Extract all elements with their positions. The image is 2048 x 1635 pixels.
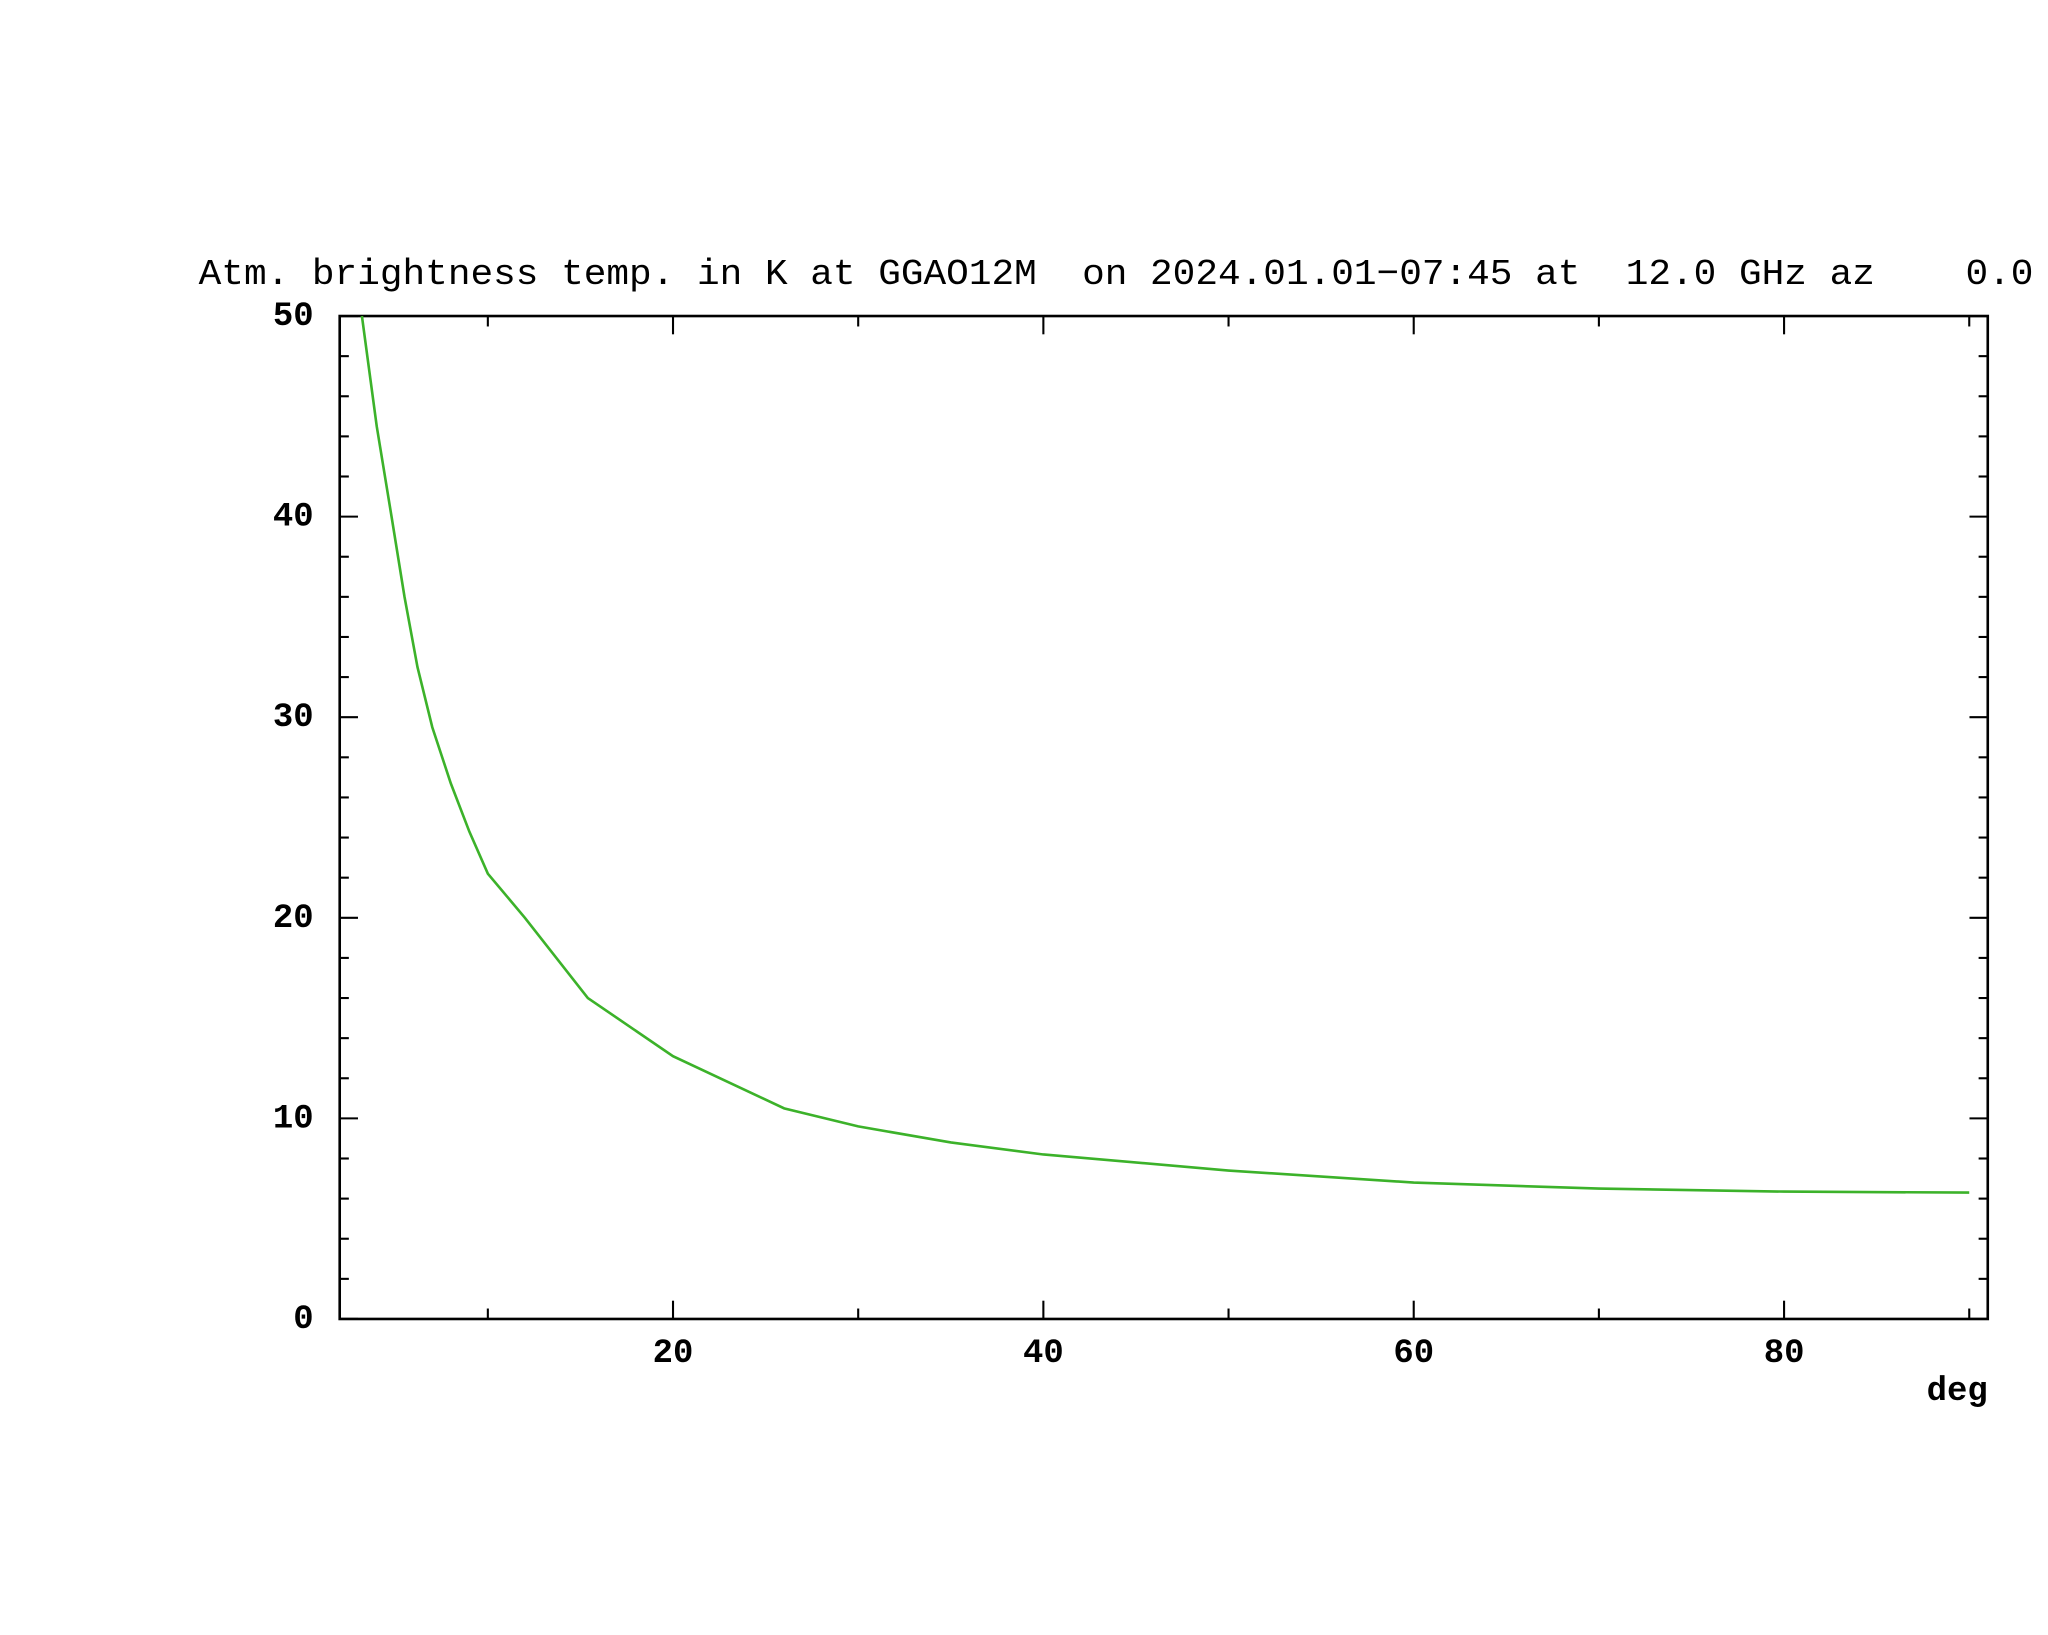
chart-title: Atm. brightness temp. in K at GGAO12M on… xyxy=(199,254,2034,295)
x-tick-label: 80 xyxy=(1764,1335,1805,1373)
x-tick-label: 60 xyxy=(1393,1335,1434,1373)
y-tick-label: 30 xyxy=(273,699,314,737)
y-tick-label: 50 xyxy=(273,298,314,336)
x-axis-label: deg xyxy=(1927,1373,1988,1411)
plot-frame xyxy=(338,314,1990,1321)
x-tick-label: 20 xyxy=(653,1335,694,1373)
y-tick-label: 10 xyxy=(273,1100,314,1138)
y-tick-label: 40 xyxy=(273,499,314,537)
x-tick-label: 40 xyxy=(1023,1335,1064,1373)
y-tick-label: 20 xyxy=(273,900,314,938)
y-tick-label: 0 xyxy=(293,1301,313,1339)
data-line xyxy=(360,315,1970,1194)
